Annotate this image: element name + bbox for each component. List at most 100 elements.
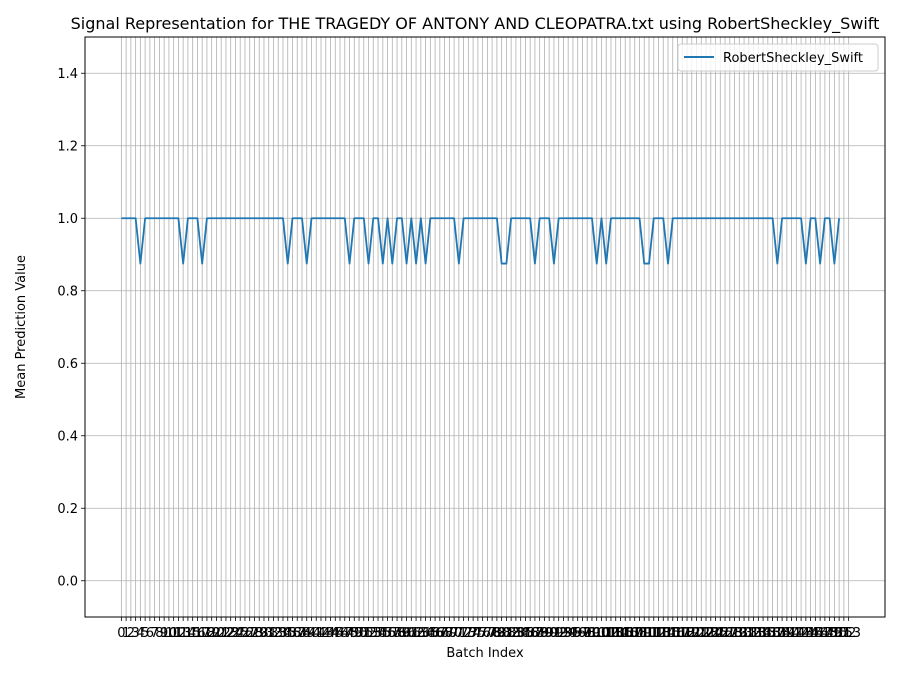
x-tick-label: 49 bbox=[346, 626, 363, 641]
x-tick-label: 146 bbox=[803, 626, 828, 641]
x-tick-label: 59 bbox=[394, 626, 411, 641]
x-tick-label: 44 bbox=[322, 626, 339, 641]
x-tick-label: 144 bbox=[793, 626, 818, 641]
x-tick-label: 25 bbox=[232, 626, 249, 641]
x-tick-label: 19 bbox=[203, 626, 220, 641]
x-tick-label: 36 bbox=[284, 626, 301, 641]
x-axis-ticks: 0123456789101112131415161718192021222324… bbox=[117, 617, 861, 641]
x-tick-label: 63 bbox=[413, 626, 430, 641]
x-tick-label: 71 bbox=[451, 626, 468, 641]
x-tick-label: 90 bbox=[541, 626, 558, 641]
y-axis-label: Mean Prediction Value bbox=[14, 255, 29, 399]
x-tick-label: 121 bbox=[684, 626, 709, 641]
x-tick-label: 120 bbox=[679, 626, 704, 641]
x-tick-label: 70 bbox=[446, 626, 463, 641]
x-tick-label: 85 bbox=[517, 626, 534, 641]
x-tick-label: 94 bbox=[560, 626, 577, 641]
x-tick-label: 143 bbox=[789, 626, 814, 641]
x-gridlines bbox=[120, 37, 850, 617]
x-tick-label: 79 bbox=[489, 626, 506, 641]
x-tick-label: 83 bbox=[508, 626, 525, 641]
x-tick-label: 137 bbox=[760, 626, 785, 641]
x-tick-label: 38 bbox=[294, 626, 311, 641]
x-tick-label: 102 bbox=[594, 626, 619, 641]
x-tick-label: 88 bbox=[531, 626, 548, 641]
x-tick-label: 21 bbox=[213, 626, 230, 641]
x-tick-label: 3 bbox=[131, 626, 139, 641]
x-tick-label: 104 bbox=[603, 626, 628, 641]
x-tick-label: 20 bbox=[208, 626, 225, 641]
x-tick-label: 145 bbox=[798, 626, 823, 641]
x-tick-label: 37 bbox=[289, 626, 306, 641]
x-tick-label: 60 bbox=[398, 626, 415, 641]
y-tick-label: 0.2 bbox=[57, 502, 78, 517]
x-tick-label: 50 bbox=[351, 626, 368, 641]
x-tick-label: 89 bbox=[536, 626, 553, 641]
x-tick-label: 149 bbox=[817, 626, 842, 641]
x-tick-label: 45 bbox=[327, 626, 344, 641]
y-tick-label: 1.4 bbox=[57, 67, 78, 82]
x-tick-label: 17 bbox=[194, 626, 211, 641]
x-tick-label: 40 bbox=[303, 626, 320, 641]
x-tick-label: 128 bbox=[717, 626, 742, 641]
x-tick-label: 119 bbox=[675, 626, 700, 641]
x-tick-label: 56 bbox=[379, 626, 396, 641]
x-tick-label: 108 bbox=[622, 626, 647, 641]
series-line bbox=[121, 217, 841, 265]
x-tick-label: 9 bbox=[160, 626, 168, 641]
x-tick-label: 81 bbox=[498, 626, 515, 641]
x-tick-label: 52 bbox=[360, 626, 377, 641]
x-tick-label: 151 bbox=[827, 626, 852, 641]
x-tick-label: 153 bbox=[836, 626, 861, 641]
x-tick-label: 130 bbox=[727, 626, 752, 641]
x-tick-label: 58 bbox=[389, 626, 406, 641]
x-tick-label: 134 bbox=[746, 626, 771, 641]
x-tick-label: 75 bbox=[470, 626, 487, 641]
x-tick-label: 122 bbox=[689, 626, 714, 641]
x-tick-label: 109 bbox=[627, 626, 652, 641]
x-tick-label: 87 bbox=[527, 626, 544, 641]
x-tick-label: 77 bbox=[479, 626, 496, 641]
x-tick-label: 142 bbox=[784, 626, 809, 641]
x-tick-label: 92 bbox=[550, 626, 567, 641]
x-tick-label: 152 bbox=[831, 626, 856, 641]
x-tick-label: 73 bbox=[460, 626, 477, 641]
x-tick-label: 129 bbox=[722, 626, 747, 641]
x-tick-label: 98 bbox=[579, 626, 596, 641]
x-tick-label: 47 bbox=[337, 626, 354, 641]
x-tick-label: 117 bbox=[665, 626, 690, 641]
x-tick-label: 39 bbox=[298, 626, 315, 641]
x-tick-label: 97 bbox=[574, 626, 591, 641]
x-tick-label: 0 bbox=[117, 626, 125, 641]
x-tick-label: 6 bbox=[146, 626, 154, 641]
x-tick-label: 27 bbox=[241, 626, 258, 641]
y-tick-label: 1.2 bbox=[57, 139, 78, 154]
x-tick-label: 126 bbox=[708, 626, 733, 641]
x-tick-label: 82 bbox=[503, 626, 520, 641]
x-tick-label: 32 bbox=[265, 626, 282, 641]
x-tick-label: 76 bbox=[474, 626, 491, 641]
x-tick-label: 5 bbox=[141, 626, 149, 641]
x-tick-label: 1 bbox=[122, 626, 130, 641]
x-tick-label: 93 bbox=[555, 626, 572, 641]
x-tick-label: 115 bbox=[656, 626, 681, 641]
x-tick-label: 69 bbox=[441, 626, 458, 641]
x-tick-label: 123 bbox=[694, 626, 719, 641]
x-tick-label: 61 bbox=[403, 626, 420, 641]
x-tick-label: 99 bbox=[584, 626, 601, 641]
x-tick-label: 31 bbox=[260, 626, 277, 641]
x-tick-label: 41 bbox=[308, 626, 325, 641]
x-tick-label: 127 bbox=[713, 626, 738, 641]
x-tick-label: 131 bbox=[732, 626, 757, 641]
legend-box bbox=[677, 43, 879, 72]
x-tick-label: 66 bbox=[427, 626, 444, 641]
x-tick-label: 48 bbox=[341, 626, 358, 641]
x-tick-label: 15 bbox=[184, 626, 201, 641]
x-tick-label: 35 bbox=[279, 626, 296, 641]
x-tick-label: 51 bbox=[356, 626, 373, 641]
x-tick-label: 110 bbox=[632, 626, 657, 641]
x-tick-label: 13 bbox=[175, 626, 192, 641]
x-tick-label: 105 bbox=[608, 626, 633, 641]
x-tick-label: 138 bbox=[765, 626, 790, 641]
x-tick-label: 141 bbox=[779, 626, 804, 641]
